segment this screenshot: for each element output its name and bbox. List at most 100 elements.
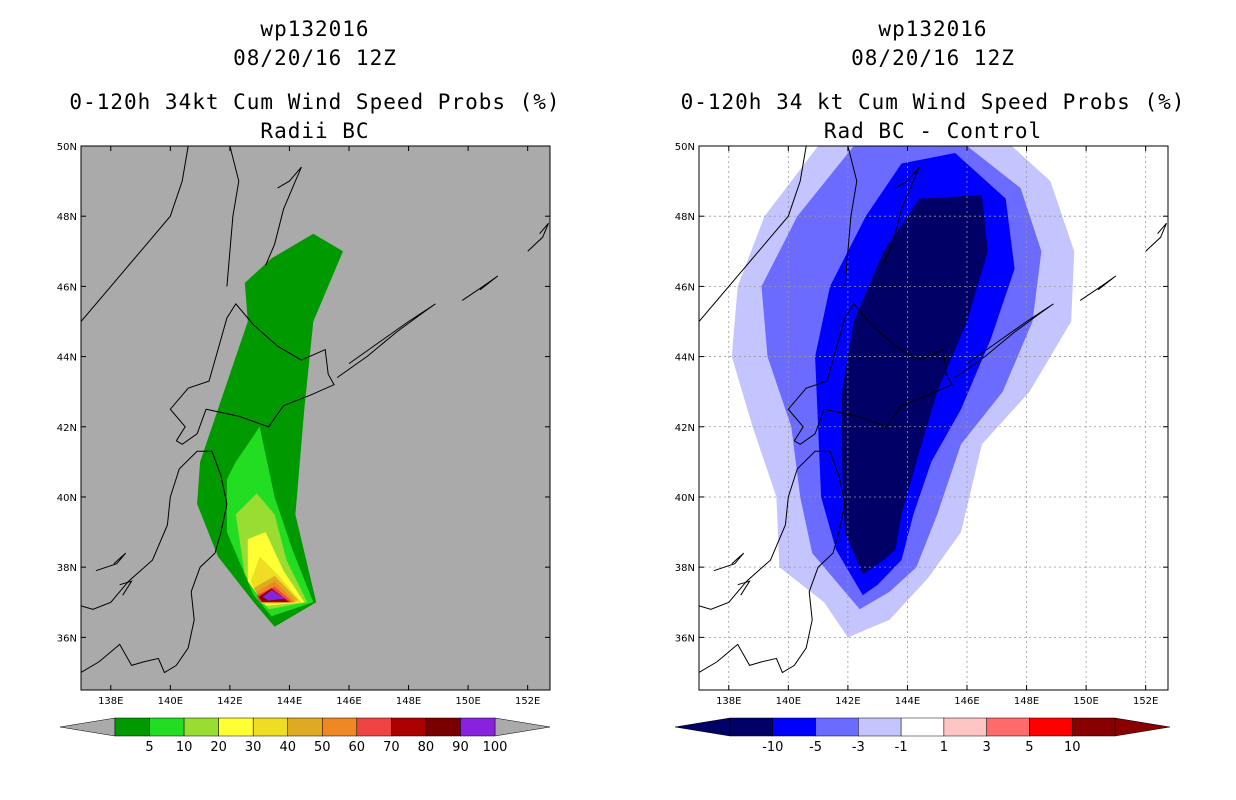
y-tick-label: 36N (57, 633, 77, 644)
y-tick-label: 44N (57, 353, 77, 364)
coastline (81, 146, 189, 322)
coastline (787, 303, 953, 445)
coastline (461, 275, 499, 301)
left-map-panel: 138E 140E 142E 144E 146E 148E 150E 152E 36N 38N 40… (57, 142, 551, 755)
y-tick-label: 48N (675, 212, 695, 223)
colorbar-over-triangle (1114, 717, 1171, 737)
plot-frame (80, 145, 551, 691)
coastline (737, 580, 751, 596)
y-tick-label: 40N (675, 493, 695, 504)
x-tick-label: 150E (1073, 696, 1098, 707)
contour-group (731, 146, 1075, 638)
x-tick-label: 148E (396, 696, 421, 707)
x-tick-label: 148E (1014, 696, 1039, 707)
colorbar-swatch (1071, 717, 1116, 737)
colorbar-swatch (729, 717, 774, 737)
x-tick-label: 140E (158, 696, 183, 707)
y-tick-label: 50N (57, 142, 77, 153)
coastline (844, 146, 858, 287)
y-tick-label: 40N (57, 493, 77, 504)
coastline (1079, 275, 1117, 301)
coastline (699, 146, 807, 322)
coastline (226, 146, 240, 287)
colorbar-swatch (287, 717, 323, 737)
colorbar-label: 40 (279, 740, 296, 755)
colorbar-under-triangle (674, 717, 731, 737)
colorbar-swatch (356, 717, 392, 737)
x-tick-label: 150E (455, 696, 480, 707)
coastline (265, 166, 302, 266)
y-tick-label: 42N (675, 423, 695, 434)
plot-frame (698, 145, 1169, 691)
colorbar-label: -10 (762, 740, 783, 755)
colorbar-swatch (322, 717, 358, 737)
colorbar-label: 100 (483, 740, 508, 755)
x-tick-label: 140E (776, 696, 801, 707)
y-tick-label: 38N (675, 563, 695, 574)
colorbar-label: 3 (983, 740, 991, 755)
colorbar-label: 60 (349, 740, 366, 755)
right-title-storm-id: wp132016 (878, 17, 988, 41)
left-title-storm-id: wp132016 (260, 17, 370, 41)
colorbar-label: 20 (210, 740, 227, 755)
contour-level-neg10 (841, 195, 988, 575)
colorbar-swatch (183, 717, 219, 737)
colorbar-label: 30 (245, 740, 262, 755)
colorbar-label: 50 (314, 740, 331, 755)
y-tick-label: 44N (675, 353, 695, 364)
contour-level-100 (262, 590, 285, 601)
colorbar-swatch (943, 717, 987, 737)
colorbar-label: 1 (940, 740, 948, 755)
colorbar-swatch (425, 717, 461, 737)
plot-background (81, 146, 550, 690)
coastline (95, 552, 127, 572)
colorbar-over-triangle (494, 717, 551, 737)
x-tick-label: 142E (835, 696, 860, 707)
coastline-group (81, 146, 549, 674)
left-title-date: 08/20/16 12Z (233, 46, 397, 70)
colorbar-under-triangle (59, 717, 116, 737)
y-tick-label: 38N (57, 563, 77, 574)
colorbar-label: 5 (1025, 740, 1033, 755)
right-title-product: 0-120h 34 kt Cum Wind Speed Probs (%) (680, 90, 1186, 114)
x-tick-label: 152E (1133, 696, 1158, 707)
y-tick-label: 42N (57, 423, 77, 434)
coastline (169, 303, 335, 445)
x-tick-label: 138E (716, 696, 741, 707)
y-tick-label: 46N (675, 282, 695, 293)
right-title-subtitle: Rad BC - Control (823, 119, 1043, 143)
coastline (954, 303, 1054, 379)
colorbar-swatch (815, 717, 859, 737)
coastline (699, 450, 846, 674)
colorbar-swatch (218, 717, 254, 737)
colorbar-swatch (858, 717, 902, 737)
coastline (81, 450, 228, 674)
colorbar-label: 10 (1064, 740, 1081, 755)
colorbar-swatch (460, 717, 496, 737)
coastline (527, 222, 549, 252)
contour-group (197, 233, 343, 627)
colorbar-swatch (772, 717, 816, 737)
colorbar-swatch (986, 717, 1030, 737)
colorbar-label: 80 (418, 740, 435, 755)
y-tick-label: 46N (57, 282, 77, 293)
colorbar-label: -5 (809, 740, 822, 755)
colorbar-swatch (149, 717, 185, 737)
x-tick-label: 142E (217, 696, 242, 707)
colorbar-label: -1 (895, 740, 908, 755)
coastline (336, 303, 436, 379)
colorbar-swatch (900, 717, 945, 737)
colorbar-label: 5 (145, 740, 153, 755)
colorbar-swatch (391, 717, 427, 737)
x-tick-label: 138E (98, 696, 123, 707)
colorbar-label: -3 (852, 740, 865, 755)
y-tick-label: 50N (675, 142, 695, 153)
coastline (713, 552, 745, 572)
x-tick-label: 146E (336, 696, 361, 707)
x-tick-label: 144E (277, 696, 302, 707)
left-title-subtitle: Radii BC (260, 119, 370, 143)
coastline (1145, 222, 1167, 252)
colorbar-swatch (114, 717, 150, 737)
colorbar-label: 70 (383, 740, 400, 755)
